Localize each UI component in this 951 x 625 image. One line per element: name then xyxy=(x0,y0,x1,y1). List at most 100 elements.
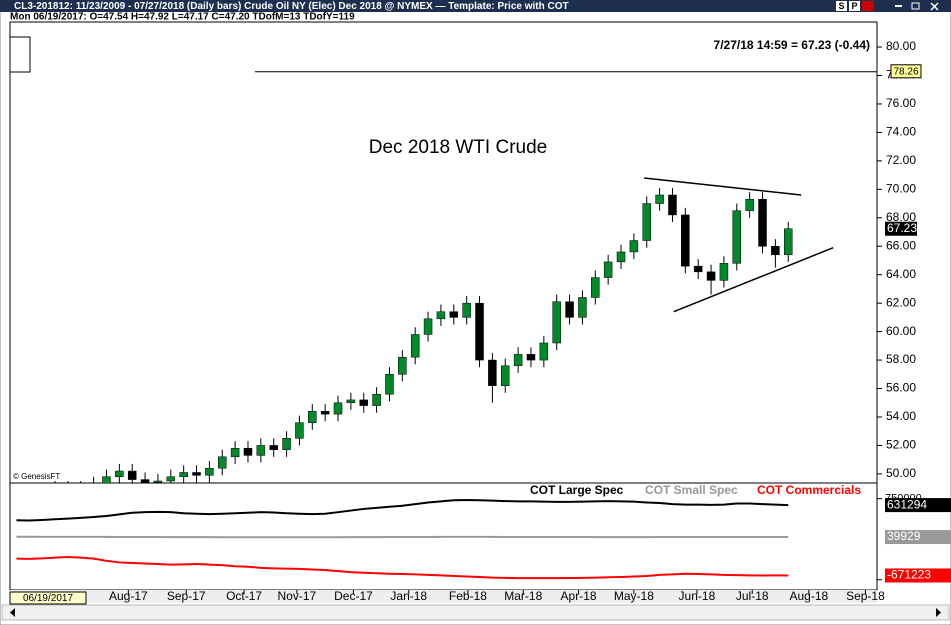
candle-body xyxy=(308,411,317,423)
y-tick-label: 80.00 xyxy=(886,39,916,53)
candle-body xyxy=(359,399,368,406)
cursor-date: 06/19/2017 xyxy=(23,593,73,604)
link-button[interactable] xyxy=(862,1,874,11)
x-tick-label: Jul-18 xyxy=(736,589,769,603)
candle-body xyxy=(591,277,600,298)
scroll-right[interactable] xyxy=(936,608,941,617)
candle-body xyxy=(771,245,780,256)
x-tick-label: Sep-17 xyxy=(167,589,206,603)
candle-body xyxy=(552,301,561,344)
last-price: 67.23 xyxy=(887,221,917,235)
price-panel: Dec 2018 WTI Crude 7/27/18 14:59 = 67.23 … xyxy=(13,38,877,483)
candle-body xyxy=(565,301,574,318)
cot-line xyxy=(16,535,789,539)
x-tick-label: Nov-17 xyxy=(278,589,317,603)
candle-body xyxy=(732,210,742,264)
candle-body xyxy=(616,251,626,263)
x-tick-label: Jun-18 xyxy=(679,589,716,603)
y-tick-label: 60.00 xyxy=(886,324,916,338)
legend-entry: COT Commercials xyxy=(757,483,861,497)
candle-body xyxy=(320,411,330,415)
candle-body xyxy=(333,402,343,415)
watermark: © GenesisFT xyxy=(13,472,60,481)
p-button[interactable] xyxy=(849,1,860,11)
candle-body xyxy=(783,228,793,256)
candle-body xyxy=(668,194,677,216)
candle-body xyxy=(256,445,266,456)
candle-body xyxy=(655,194,664,204)
candle-body xyxy=(166,476,176,482)
candle-body xyxy=(719,263,729,281)
x-tick-label: Sep-18 xyxy=(846,589,885,603)
candle-body xyxy=(758,199,767,247)
candle-body xyxy=(642,203,651,241)
y-tick-label: 58.00 xyxy=(886,352,916,366)
y-tick-label: 68.00 xyxy=(886,210,916,224)
y-tick-label: 50.00 xyxy=(886,466,916,480)
candle-body xyxy=(410,334,420,358)
y-tick-label: 70.00 xyxy=(886,181,916,195)
candle-body xyxy=(436,311,446,320)
candle-body xyxy=(282,438,291,450)
scrollbar[interactable] xyxy=(1,604,950,621)
minimize-button[interactable] xyxy=(895,5,902,7)
x-tick-label: Oct-17 xyxy=(226,589,262,603)
y-tick-label: 54.00 xyxy=(886,409,916,423)
value-label: 631294 xyxy=(887,497,927,511)
x-tick-label: Aug-17 xyxy=(109,589,148,603)
restore-button[interactable] xyxy=(911,2,920,10)
y-tick-label: 66.00 xyxy=(886,238,916,252)
candle-body xyxy=(513,354,523,367)
candle-body xyxy=(603,261,613,278)
candle-body xyxy=(192,472,201,476)
candle-body xyxy=(629,240,639,253)
candle-body xyxy=(295,422,304,439)
candle-body xyxy=(706,271,716,281)
candle-body xyxy=(681,214,690,267)
candle-body xyxy=(693,265,703,273)
chart-title: Dec 2018 WTI Crude xyxy=(369,137,547,158)
trendline xyxy=(673,246,834,313)
candle-body xyxy=(140,479,150,483)
cot-line xyxy=(16,499,789,522)
y-tick-label: 72.00 xyxy=(886,153,916,167)
p-button-label: P xyxy=(851,1,857,11)
y-tick-label: 76.00 xyxy=(886,96,916,110)
candle-body xyxy=(500,365,510,386)
candle-body xyxy=(102,476,111,483)
reference-box xyxy=(890,64,922,79)
candle-body xyxy=(398,356,407,375)
cot-line xyxy=(16,556,789,580)
candle-body xyxy=(385,374,394,395)
candle-body xyxy=(449,311,459,318)
candle-body xyxy=(179,472,188,477)
candle-body xyxy=(745,199,754,211)
candle-body xyxy=(578,297,587,318)
candle-body xyxy=(269,445,278,450)
value-label: 39929 xyxy=(887,529,921,543)
candle-body xyxy=(475,302,484,361)
x-tick-label: Jan-18 xyxy=(390,589,427,603)
candle-body xyxy=(462,302,471,318)
candle-body xyxy=(526,354,536,361)
window-title: CL3-201812: 11/23/2009 - 07/27/2018 (Dai… xyxy=(14,1,569,12)
quote: 7/27/18 14:59 = 67.23 (-0.44) xyxy=(714,38,870,52)
date-axis xyxy=(10,590,877,603)
candle-body xyxy=(423,318,433,335)
reference-label: 78.26 xyxy=(893,66,918,77)
candle-body xyxy=(153,480,163,483)
x-tick-label: May-18 xyxy=(614,589,654,603)
close-button[interactable] xyxy=(930,2,939,11)
candle-body xyxy=(205,467,214,476)
y-tick-label: 74.00 xyxy=(886,125,916,139)
x-tick-label: Dec-17 xyxy=(334,589,373,603)
x-tick-label: Apr-18 xyxy=(561,589,597,603)
y-tick-label: 62.00 xyxy=(886,295,916,309)
scroll-left[interactable] xyxy=(10,608,15,617)
s-button[interactable] xyxy=(836,1,847,11)
candle-body xyxy=(115,470,124,477)
candle-body xyxy=(346,399,356,404)
corner-box xyxy=(9,36,31,73)
s-button-label: S xyxy=(838,1,844,11)
